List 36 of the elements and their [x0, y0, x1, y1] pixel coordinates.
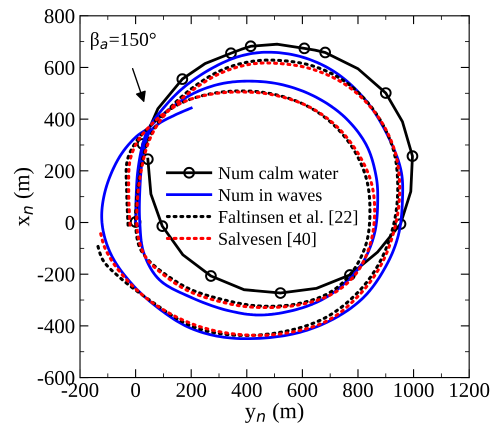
y-tick-label: -200	[38, 268, 74, 282]
point	[406, 150, 418, 162]
point	[205, 270, 217, 282]
point	[298, 42, 310, 54]
x-axis-title: y$_{n}$ (m)	[245, 402, 304, 423]
point	[274, 287, 286, 299]
x-tick-label: 0	[131, 383, 140, 398]
x-tick-label: 200	[176, 383, 206, 398]
annotation: β$_{a}$=150°	[91, 32, 156, 50]
legend-label: Faltinsen et al. [22]	[218, 210, 358, 226]
y-tick-label: 400	[44, 112, 74, 127]
point	[244, 40, 257, 52]
point	[176, 73, 188, 85]
point	[156, 220, 168, 232]
y-tick-label: 0	[66, 216, 74, 230]
x-tick-label: -200	[62, 383, 98, 398]
y-axis-title: x$_{n}$ (m)	[14, 168, 34, 226]
x-tick-label: 1000	[394, 383, 434, 398]
y-tick-label: 200	[44, 164, 74, 178]
y-tick-label: 600	[44, 60, 74, 75]
y-tick-label: -400	[38, 319, 74, 334]
x-tick-label: 1200	[450, 383, 490, 398]
x-tick-label: 600	[288, 383, 318, 398]
point	[319, 46, 332, 58]
x-tick-label: 400	[232, 383, 262, 398]
legend-label: Salvesen [40]	[219, 232, 316, 248]
y-tick-label: -600	[38, 370, 74, 385]
point	[380, 87, 392, 99]
x-tick-label: 800	[343, 383, 373, 398]
point	[394, 218, 406, 230]
point	[142, 153, 154, 166]
legend-label: Num calm water	[218, 166, 338, 180]
point	[225, 47, 237, 60]
point	[344, 269, 356, 281]
y-tick-label: 800	[44, 9, 74, 24]
legend-label: Num in waves	[218, 189, 322, 202]
